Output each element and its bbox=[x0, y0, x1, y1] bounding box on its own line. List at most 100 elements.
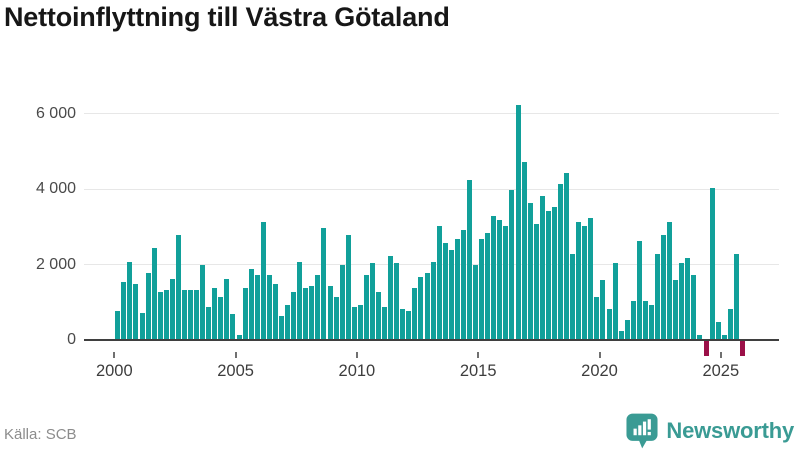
bar-2014-q2 bbox=[460, 230, 466, 339]
bar-2025-q4 bbox=[739, 341, 745, 356]
bar-2009-q1 bbox=[333, 297, 339, 339]
bar-2021-q3 bbox=[636, 241, 642, 339]
bar-2016-q3 bbox=[515, 105, 521, 339]
bar-2002-q3 bbox=[175, 235, 181, 339]
bar-2004-q4 bbox=[230, 314, 236, 339]
bar-2007-q3 bbox=[297, 262, 303, 339]
bar-2023-q2 bbox=[679, 263, 685, 339]
bar-2015-q1 bbox=[479, 239, 485, 339]
bar-2019-q2 bbox=[582, 226, 588, 339]
bar-2019-q4 bbox=[594, 297, 600, 339]
bar-2006-q2 bbox=[266, 275, 272, 339]
bar-2019-q1 bbox=[576, 222, 582, 339]
bar-2020-q2 bbox=[606, 309, 612, 339]
bar-2017-q4 bbox=[545, 211, 551, 339]
bar-2003-q2 bbox=[194, 290, 199, 339]
x-axis-label-2015: 2015 bbox=[459, 362, 497, 380]
bar-2011-q4 bbox=[400, 309, 406, 339]
bar-2005-q1 bbox=[236, 335, 242, 339]
bar-2018-q2 bbox=[557, 184, 563, 339]
bar-2005-q4 bbox=[254, 275, 260, 339]
y-axis-label-2000: 2 000 bbox=[35, 255, 76, 273]
bar-2011-q1 bbox=[382, 307, 388, 339]
bar-2015-q2 bbox=[485, 233, 491, 339]
x-axis-line bbox=[84, 339, 779, 341]
y-axis-label-4000: 4 000 bbox=[35, 180, 76, 197]
bar-2012-q4 bbox=[424, 273, 430, 339]
bar-2001-q4 bbox=[157, 292, 163, 339]
bar-2021-q2 bbox=[630, 301, 636, 339]
bar-2000-q3 bbox=[127, 262, 133, 339]
bar-2022-q1 bbox=[648, 305, 654, 339]
bar-2015-q4 bbox=[497, 220, 503, 339]
bar-2008-q1 bbox=[309, 286, 315, 339]
bar-2010-q1 bbox=[357, 305, 363, 339]
newsworthy-wordmark: Newsworthy bbox=[666, 418, 794, 443]
bar-2014-q1 bbox=[454, 239, 460, 339]
bar-2005-q3 bbox=[248, 269, 254, 339]
bar-2009-q4 bbox=[351, 307, 357, 339]
x-axis-tick-2000 bbox=[113, 352, 116, 358]
bar-2006-q1 bbox=[260, 222, 266, 339]
newsworthy-logo[interactable]: Newsworthy bbox=[626, 413, 794, 449]
bar-2002-q2 bbox=[169, 279, 175, 339]
bar-2020-q4 bbox=[618, 331, 624, 339]
bar-2001-q2 bbox=[145, 273, 151, 339]
bar-2010-q4 bbox=[376, 292, 381, 339]
bar-2008-q2 bbox=[315, 275, 321, 339]
bar-2006-q3 bbox=[272, 284, 278, 339]
bar-2023-q4 bbox=[691, 275, 697, 339]
x-axis-label-2025: 2025 bbox=[702, 362, 740, 380]
bar-2020-q3 bbox=[612, 263, 618, 339]
bar-2001-q3 bbox=[151, 248, 157, 339]
x-axis-label-2000: 2000 bbox=[95, 362, 133, 380]
bar-2004-q1 bbox=[212, 288, 218, 339]
bar-2013-q4 bbox=[448, 250, 454, 339]
x-axis-tick-2020 bbox=[598, 352, 601, 358]
gridline-4000 bbox=[84, 188, 779, 190]
bar-2021-q4 bbox=[642, 301, 648, 339]
x-axis-label-2020: 2020 bbox=[581, 362, 618, 380]
bar-2021-q1 bbox=[624, 320, 630, 339]
y-axis-label-6000: 6 000 bbox=[35, 104, 76, 122]
bar-2003-q4 bbox=[206, 307, 212, 339]
bar-2007-q1 bbox=[285, 305, 290, 339]
bar-2000-q4 bbox=[133, 284, 139, 339]
bar-2012-q2 bbox=[412, 288, 418, 339]
bar-2002-q4 bbox=[181, 290, 187, 339]
bar-2024-q2 bbox=[703, 341, 709, 356]
bar-2013-q3 bbox=[442, 243, 448, 339]
source-label: Källa: SCB bbox=[4, 426, 77, 443]
bar-2010-q3 bbox=[369, 263, 375, 339]
bar-2017-q2 bbox=[533, 224, 539, 339]
bar-2012-q1 bbox=[406, 311, 412, 339]
bar-2004-q3 bbox=[224, 279, 230, 339]
bar-2010-q2 bbox=[363, 275, 369, 339]
bar-2013-q2 bbox=[436, 226, 442, 339]
bar-2006-q4 bbox=[279, 316, 284, 339]
bar-2002-q1 bbox=[163, 290, 169, 339]
bar-2007-q4 bbox=[303, 288, 309, 339]
bar-2012-q3 bbox=[418, 277, 424, 339]
y-axis-label-0: 0 bbox=[67, 331, 76, 348]
bar-2009-q3 bbox=[345, 235, 351, 339]
bar-2024-q4 bbox=[715, 322, 721, 339]
bar-2007-q2 bbox=[291, 292, 297, 339]
bar-2014-q3 bbox=[467, 180, 472, 339]
x-axis-tick-2010 bbox=[355, 352, 358, 358]
bar-2011-q2 bbox=[388, 256, 394, 339]
bar-2000-q1 bbox=[115, 311, 121, 339]
bar-2020-q1 bbox=[600, 280, 606, 339]
bar-2025-q2 bbox=[727, 309, 733, 339]
bar-2023-q3 bbox=[685, 258, 691, 339]
bar-2016-q4 bbox=[521, 162, 527, 339]
bar-2003-q3 bbox=[200, 265, 206, 339]
bar-2022-q2 bbox=[655, 254, 660, 339]
bar-2018-q1 bbox=[551, 207, 557, 339]
bar-2024-q1 bbox=[697, 335, 703, 339]
bar-2004-q2 bbox=[218, 297, 224, 339]
bar-2005-q2 bbox=[242, 288, 248, 339]
bar-2018-q4 bbox=[570, 254, 576, 339]
bar-2023-q1 bbox=[673, 280, 679, 339]
